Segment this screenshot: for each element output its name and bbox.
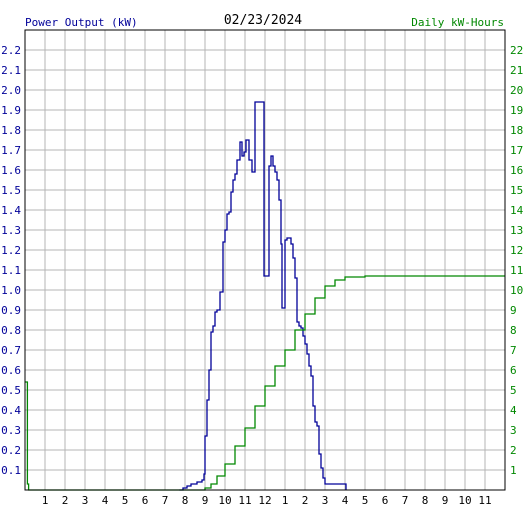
left-tick-label: 1.3 <box>1 224 21 237</box>
left-tick-label: 0.3 <box>1 424 21 437</box>
left-tick-label: 1.5 <box>1 184 21 197</box>
x-tick-label: 6 <box>382 494 389 507</box>
right-tick-label: 9 <box>510 304 517 317</box>
left-tick-label: 1.9 <box>1 104 21 117</box>
x-tick-label: 9 <box>442 494 449 507</box>
grid <box>25 30 505 490</box>
x-tick-label: 4 <box>102 494 109 507</box>
x-tick-label: 8 <box>182 494 189 507</box>
right-tick-label: 4 <box>510 404 517 417</box>
right-tick-label: 14 <box>510 204 524 217</box>
right-tick-label: 1 <box>510 464 517 477</box>
x-tick-label: 5 <box>362 494 369 507</box>
x-axis-ticks: 1 2 3 4 5 6 7 8 9 10 11 12 1 2 3 4 5 6 7 8 9 10 11 <box>42 494 492 507</box>
right-tick-label: 15 <box>510 184 523 197</box>
right-tick-label: 8 <box>510 324 517 337</box>
right-tick-label: 18 <box>510 124 523 137</box>
left-tick-label: 1.1 <box>1 264 21 277</box>
x-tick-label: 10 <box>458 494 471 507</box>
series <box>25 101 505 491</box>
x-tick-label: 11 <box>238 494 251 507</box>
x-tick-label: 10 <box>218 494 231 507</box>
x-tick-label: 3 <box>82 494 89 507</box>
left-tick-label: 2.1 <box>1 64 21 77</box>
left-tick-label: 1.6 <box>1 164 21 177</box>
plot-frame <box>24 29 506 491</box>
right-tick-label: 16 <box>510 164 523 177</box>
left-tick-label: 0.8 <box>1 324 21 337</box>
x-tick-label: 8 <box>422 494 429 507</box>
x-tick-label: 11 <box>478 494 491 507</box>
power-output-line <box>179 101 347 491</box>
right-tick-label: 12 <box>510 244 523 257</box>
daily-kwh-line <box>25 275 505 491</box>
x-tick-label: 5 <box>122 494 129 507</box>
x-tick-label: 12 <box>258 494 271 507</box>
left-tick-label: 1.7 <box>1 144 21 157</box>
left-tick-label: 1.0 <box>1 284 21 297</box>
left-tick-label: 0.4 <box>1 404 21 417</box>
left-tick-label: 2.2 <box>1 44 21 57</box>
right-tick-label: 11 <box>510 264 523 277</box>
x-tick-label: 1 <box>282 494 289 507</box>
right-tick-label: 3 <box>510 424 517 437</box>
x-tick-label: 1 <box>42 494 49 507</box>
right-tick-label: 6 <box>510 364 517 377</box>
left-tick-label: 2.0 <box>1 84 21 97</box>
right-tick-label: 17 <box>510 144 523 157</box>
left-tick-label: 0.1 <box>1 464 21 477</box>
x-tick-label: 7 <box>162 494 169 507</box>
right-tick-label: 22 <box>510 44 523 57</box>
left-tick-label: 0.6 <box>1 364 21 377</box>
left-tick-label: 0.2 <box>1 444 21 457</box>
right-tick-label: 13 <box>510 224 523 237</box>
right-tick-label: 20 <box>510 84 523 97</box>
x-tick-label: 7 <box>402 494 409 507</box>
left-tick-label: 0.5 <box>1 384 21 397</box>
right-tick-label: 10 <box>510 284 523 297</box>
right-axis-title: Daily kW-Hours <box>411 16 504 29</box>
right-tick-label: 21 <box>510 64 523 77</box>
x-tick-label: 9 <box>202 494 209 507</box>
right-tick-label: 5 <box>510 384 517 397</box>
left-tick-label: 0.9 <box>1 304 21 317</box>
x-tick-label: 2 <box>62 494 69 507</box>
x-tick-label: 3 <box>322 494 329 507</box>
chart-date-title: 02/23/2024 <box>224 13 302 28</box>
left-tick-label: 1.8 <box>1 124 21 137</box>
left-tick-label: 1.2 <box>1 244 21 257</box>
left-tick-label: 0.7 <box>1 344 21 357</box>
left-axis-title: Power Output (kW) <box>25 16 138 29</box>
left-tick-label: 1.4 <box>1 204 21 217</box>
right-tick-label: 7 <box>510 344 517 357</box>
left-axis-ticks: 0.1 0.2 0.3 0.4 0.5 0.6 0.7 0.8 0.9 1.0 1.1 1.2 1.3 1… <box>1 44 21 477</box>
x-tick-label: 2 <box>302 494 309 507</box>
x-tick-label: 6 <box>142 494 149 507</box>
x-tick-label: 4 <box>342 494 349 507</box>
right-tick-label: 2 <box>510 444 517 457</box>
right-tick-label: 19 <box>510 104 523 117</box>
